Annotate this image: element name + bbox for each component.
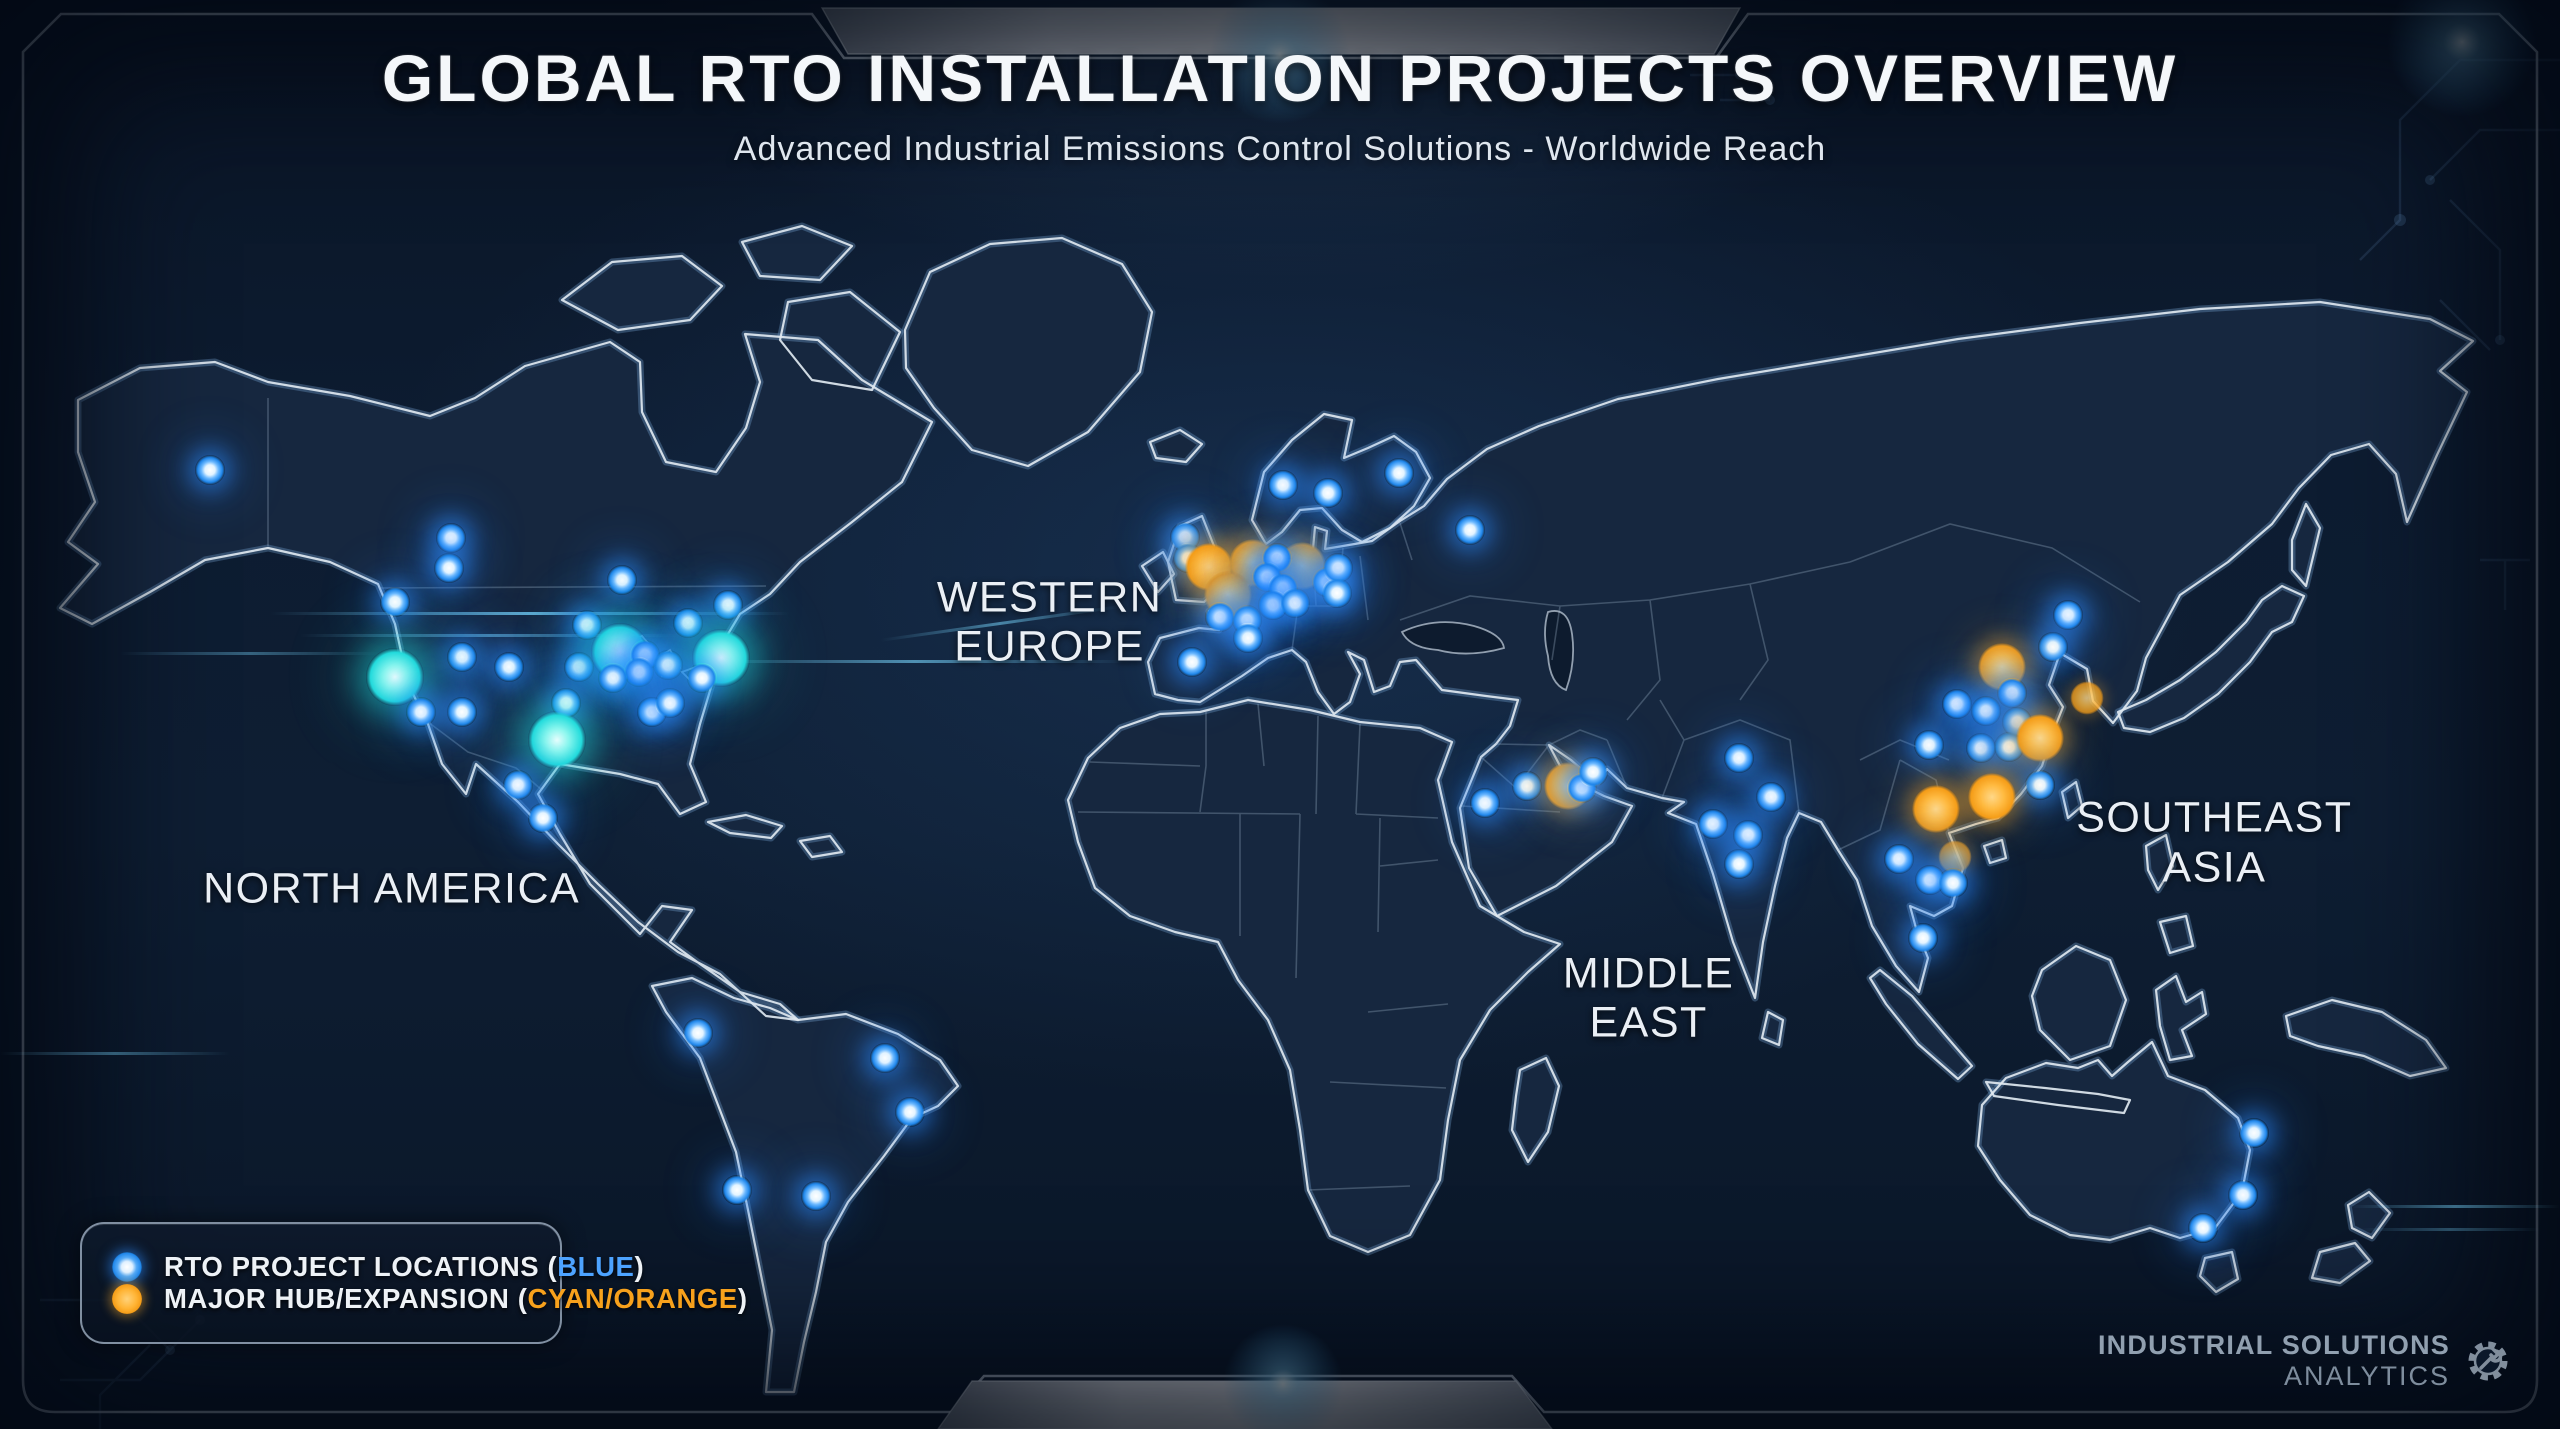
map-marker-rto-project-location-blue	[869, 1043, 900, 1074]
map-marker-rto-project-location-blue	[380, 587, 410, 618]
map-marker-rto-project-location-blue	[1233, 623, 1263, 654]
map-marker-rto-project-location-blue	[436, 523, 467, 554]
map-marker-rto-project-location-blue	[1965, 732, 1996, 763]
map-marker-rto-project-location-blue	[1913, 729, 1944, 760]
map-marker-rto-project-location-blue	[1938, 867, 1969, 898]
map-marker-major-hub-cyan	[528, 710, 587, 769]
map-marker-rto-project-location-blue	[2239, 1118, 2270, 1149]
map-marker-rto-project-location-blue	[1724, 742, 1754, 773]
legend-dot-blue	[112, 1252, 142, 1282]
map-marker-rto-project-location-blue	[1512, 770, 1543, 801]
map-marker-rto-project-location-blue	[502, 769, 533, 800]
map-marker-rto-project-location-blue	[1996, 678, 2027, 709]
top-bar-flare	[1210, 0, 1350, 124]
map-marker-rto-project-location-blue	[673, 608, 704, 639]
map-marker-rto-project-location-blue	[800, 1180, 831, 1211]
map-marker-rto-project-location-blue	[895, 1097, 926, 1128]
map-marker-rto-project-location-blue	[194, 454, 225, 485]
map-marker-rto-project-location-blue	[1908, 922, 1939, 953]
map-marker-rto-project-location-blue	[527, 802, 558, 833]
legend-item-major-hub-expansion: MAJOR HUB/EXPANSION (CYAN/ORANGE)	[112, 1283, 747, 1315]
map-marker-rto-project-location-blue	[722, 1174, 753, 1205]
map-marker-rto-project-location-blue	[447, 642, 478, 673]
map-marker-rto-project-location-blue	[2187, 1212, 2218, 1243]
legend-item-rto-project-locations: RTO PROJECT LOCATIONS (BLUE)	[112, 1251, 644, 1283]
map-marker-rto-project-location-blue	[1384, 457, 1415, 488]
map-marker-rto-project-location-blue	[1323, 553, 1354, 584]
map-marker-major-hub-orange	[2016, 713, 2065, 762]
map-marker-rto-project-location-blue	[1578, 756, 1609, 787]
map-marker-rto-project-location-blue	[1454, 515, 1485, 546]
map-marker-rto-project-location-blue	[1971, 696, 2002, 727]
branding-line1: INDUSTRIAL SOLUTIONS	[2097, 1330, 2450, 1360]
legend: RTO PROJECT LOCATIONS (BLUE) MAJOR HUB/EX…	[80, 1222, 747, 1344]
map-marker-rto-project-location-blue	[1205, 602, 1236, 633]
branding: INDUSTRIAL SOLUTIONS ANALYTICS	[2098, 1330, 2512, 1392]
legend-label: RTO PROJECT LOCATIONS (BLUE)	[164, 1251, 645, 1282]
map-marker-rto-project-location-blue	[652, 650, 683, 681]
map-marker-rto-project-location-blue	[1732, 819, 1763, 850]
map-marker-rto-project-location-blue	[607, 565, 638, 596]
map-marker-rto-project-location-blue	[1268, 470, 1299, 500]
map-marker-major-hub-cyan	[366, 648, 424, 707]
map-marker-rto-project-location-blue	[1470, 787, 1501, 818]
map-marker-major-hub-orange	[1967, 772, 2016, 821]
map-marker-rto-project-location-blue	[1942, 689, 1973, 720]
map-marker-rto-project-location-blue	[654, 688, 685, 719]
map-marker-rto-project-location-blue	[1724, 848, 1754, 879]
map-marker-rto-project-location-blue	[1280, 588, 1311, 619]
legend-rows: RTO PROJECT LOCATIONS (BLUE) MAJOR HUB/EX…	[112, 1251, 747, 1315]
branding-text: INDUSTRIAL SOLUTIONS ANALYTICS	[2098, 1330, 2450, 1392]
map-marker-rto-project-location-blue	[447, 696, 478, 727]
map-marker-rto-project-location-blue	[1884, 843, 1914, 874]
map-marker-rto-project-location-blue	[493, 652, 524, 683]
corner-flare	[2387, 0, 2537, 117]
map-marker-rto-project-location-blue	[713, 590, 744, 621]
map-marker-rto-project-location-blue	[2228, 1179, 2259, 1210]
legend-dot-orange	[112, 1284, 142, 1314]
map-marker-major-hub-orange-small	[2070, 681, 2104, 715]
map-marker-rto-project-location-blue	[1697, 808, 1728, 839]
map-marker-rto-project-location-blue	[598, 663, 629, 694]
gear-wrench-icon	[2468, 1341, 2508, 1381]
branding-line2: ANALYTICS	[2283, 1361, 2450, 1391]
map-marker-rto-project-location-blue	[1756, 781, 1786, 812]
bottom-bar-flare	[1223, 1324, 1343, 1429]
map-marker-rto-project-location-blue	[686, 663, 717, 694]
map-marker-rto-project-location-blue	[1313, 478, 1344, 508]
map-marker-rto-project-location-blue	[434, 553, 465, 584]
legend-label: MAJOR HUB/EXPANSION (CYAN/ORANGE)	[164, 1283, 748, 1314]
map-marker-rto-project-location-blue	[2052, 600, 2083, 631]
map-marker-rto-project-location-blue	[406, 696, 437, 727]
map-marker-rto-project-location-blue	[1176, 647, 1207, 678]
map-marker-rto-project-location-blue	[1322, 578, 1353, 609]
map-marker-rto-project-location-blue	[2038, 632, 2069, 663]
map-marker-major-hub-orange	[1912, 784, 1961, 833]
map-marker-rto-project-location-blue	[564, 652, 595, 683]
map-marker-rto-project-location-blue	[623, 657, 654, 688]
map-marker-rto-project-location-blue	[2025, 769, 2056, 800]
map-marker-rto-project-location-blue	[683, 1018, 714, 1049]
